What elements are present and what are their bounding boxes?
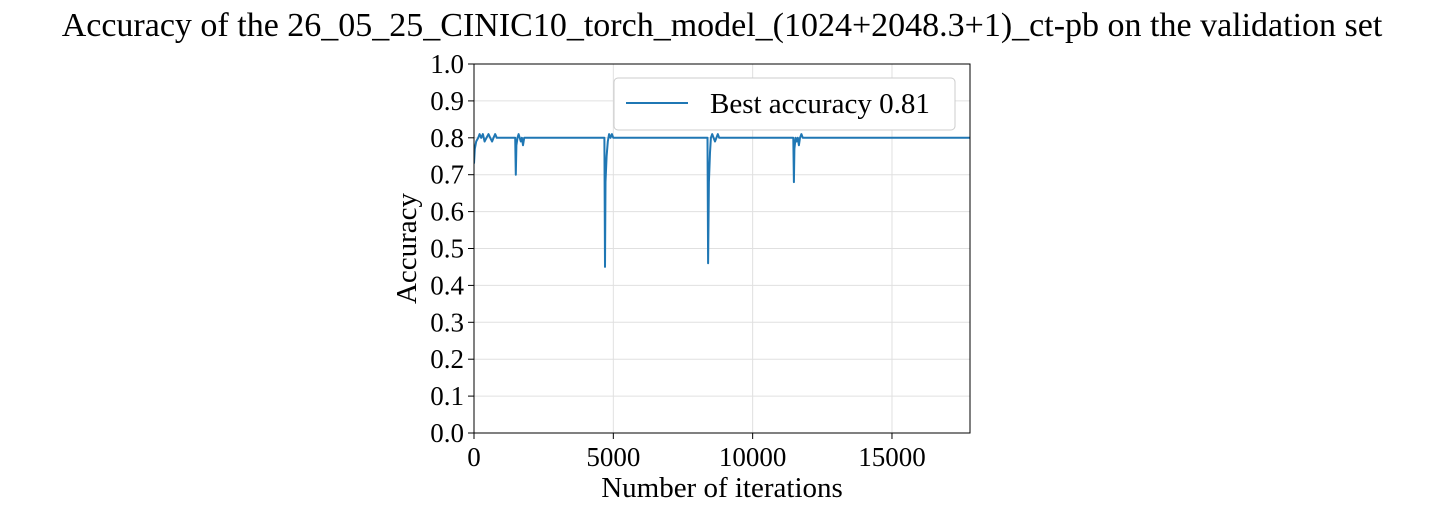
legend-box	[613, 77, 956, 131]
y-tick-label: 0.1	[430, 381, 464, 411]
x-tick-label: 15000	[858, 442, 926, 472]
legend: Best accuracy 0.81	[613, 77, 956, 131]
y-tick-label: 0.3	[430, 307, 464, 337]
y-tick-label: 0.9	[430, 86, 464, 116]
y-axis-label: Accuracy	[391, 192, 423, 304]
legend-entry: Best accuracy 0.81	[710, 88, 930, 120]
x-tick-label: 10000	[719, 442, 787, 472]
x-axis: 0 5000 10000 15000	[467, 433, 926, 472]
y-tick-label: 1.0	[430, 49, 464, 79]
y-tick-label: 0.8	[430, 123, 464, 153]
y-axis: 0.0 0.1 0.2 0.3 0.4 0.5 0.6 0.7 0.8 0.9 1.0	[430, 49, 474, 448]
y-tick-label: 0.0	[430, 418, 464, 448]
series-line	[474, 133, 970, 268]
series-layer	[474, 133, 970, 268]
x-tick-label: 5000	[586, 442, 640, 472]
y-tick-label: 0.2	[430, 344, 464, 374]
x-tick-label: 0	[467, 442, 481, 472]
x-axis-label: Number of iterations	[601, 472, 843, 504]
y-tick-label: 0.7	[430, 160, 464, 190]
y-tick-label: 0.6	[430, 197, 464, 227]
y-tick-label: 0.4	[430, 270, 464, 300]
y-tick-label: 0.5	[430, 234, 464, 264]
chart-title: Accuracy of the 26_05_25_CINIC10_torch_m…	[62, 7, 1383, 44]
